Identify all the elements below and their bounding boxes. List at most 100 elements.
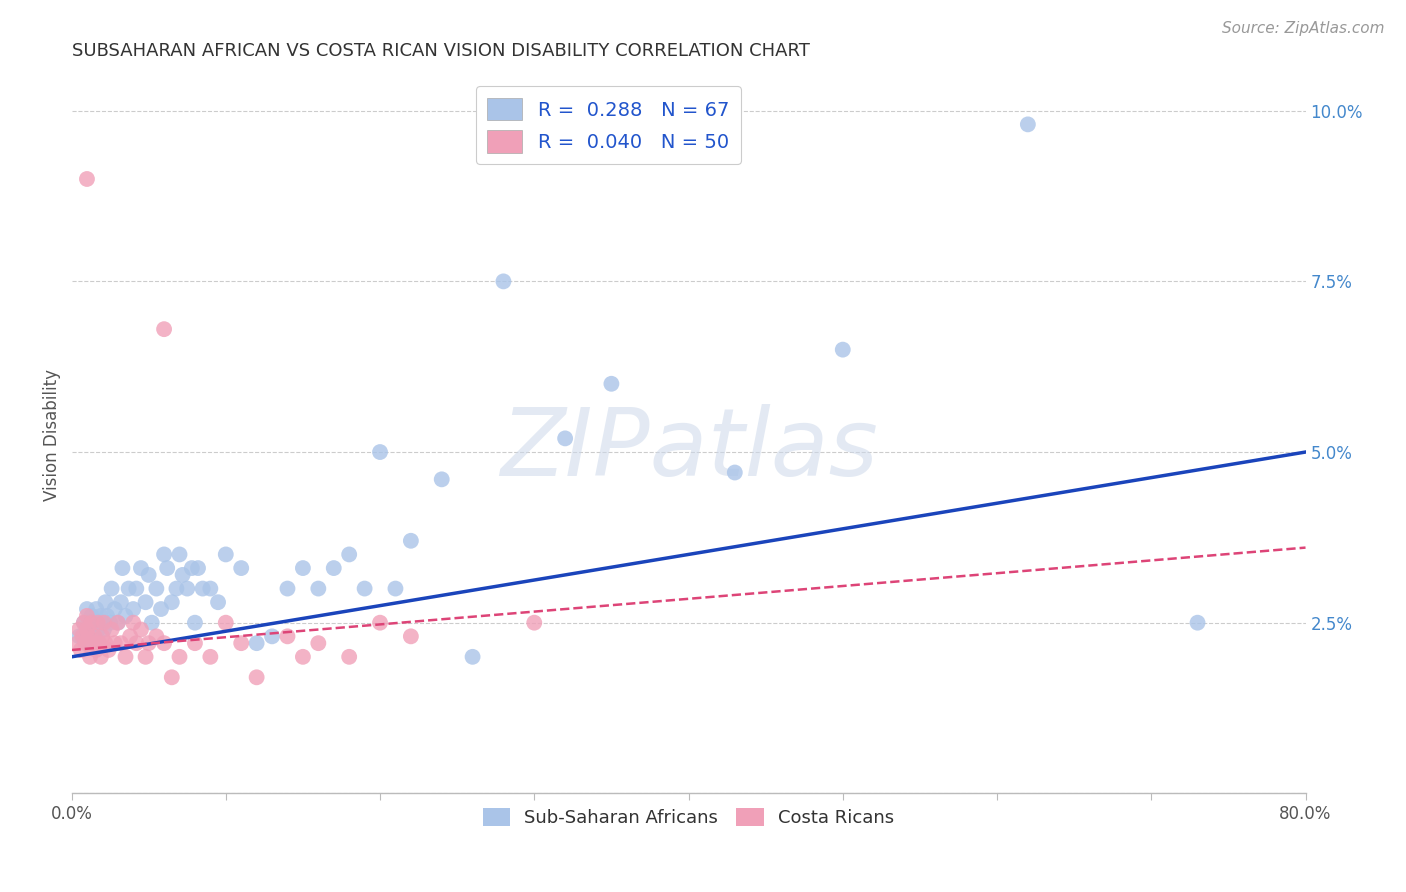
Point: [76, 636, 98, 650]
Point: [107, 615, 129, 630]
Point: [80, 608, 103, 623]
Point: [94, 636, 117, 650]
Point: [141, 615, 163, 630]
Point: [337, 649, 360, 664]
Point: [246, 636, 269, 650]
Point: [169, 548, 191, 562]
Point: [97, 643, 120, 657]
Point: [67, 623, 90, 637]
Point: [200, 649, 222, 664]
Point: [399, 629, 422, 643]
Point: [246, 670, 269, 684]
Point: [153, 636, 176, 650]
Point: [276, 582, 298, 596]
Point: [89, 636, 111, 650]
Point: [73, 615, 96, 630]
Point: [160, 595, 183, 609]
Text: SUBSAHARAN AFRICAN VS COSTA RICAN VISION DISABILITY CORRELATION CHART: SUBSAHARAN AFRICAN VS COSTA RICAN VISION…: [72, 42, 810, 60]
Point: [184, 636, 207, 650]
Point: [104, 602, 127, 616]
Point: [111, 561, 134, 575]
Point: [98, 615, 121, 630]
Point: [172, 568, 194, 582]
Point: [84, 602, 107, 616]
Point: [94, 595, 117, 609]
Point: [87, 615, 110, 630]
Point: [80, 615, 103, 630]
Point: [291, 649, 314, 664]
Point: [384, 582, 406, 596]
Point: [90, 649, 112, 664]
Point: [110, 636, 132, 650]
Point: [260, 629, 283, 643]
Point: [90, 608, 112, 623]
Point: [104, 636, 127, 650]
Point: [66, 636, 89, 650]
Point: [91, 615, 114, 630]
Point: [93, 623, 115, 637]
Point: [1187, 615, 1209, 630]
Point: [76, 172, 98, 186]
Point: [153, 548, 176, 562]
Point: [156, 561, 179, 575]
Point: [160, 670, 183, 684]
Point: [1017, 117, 1039, 131]
Text: Source: ZipAtlas.com: Source: ZipAtlas.com: [1222, 21, 1385, 36]
Point: [110, 595, 132, 609]
Point: [107, 615, 129, 630]
Point: [200, 582, 222, 596]
Point: [368, 615, 391, 630]
Point: [76, 602, 98, 616]
Point: [100, 623, 122, 637]
Point: [724, 466, 747, 480]
Point: [100, 582, 122, 596]
Point: [79, 623, 101, 637]
Point: [114, 649, 136, 664]
Point: [67, 629, 90, 643]
Point: [76, 623, 98, 637]
Point: [138, 636, 160, 650]
Point: [76, 608, 98, 623]
Point: [353, 582, 375, 596]
Point: [184, 615, 207, 630]
Point: [125, 636, 148, 650]
Point: [322, 561, 344, 575]
Point: [75, 636, 97, 650]
Point: [122, 615, 145, 630]
Point: [187, 561, 209, 575]
Point: [125, 582, 148, 596]
Point: [96, 608, 118, 623]
Point: [169, 649, 191, 664]
Point: [72, 629, 94, 643]
Point: [831, 343, 853, 357]
Point: [77, 629, 100, 643]
Point: [79, 649, 101, 664]
Point: [307, 636, 329, 650]
Y-axis label: Vision Disability: Vision Disability: [44, 369, 60, 501]
Point: [83, 629, 105, 643]
Point: [117, 582, 139, 596]
Point: [461, 649, 484, 664]
Point: [368, 445, 391, 459]
Point: [145, 629, 167, 643]
Point: [291, 561, 314, 575]
Point: [554, 431, 576, 445]
Point: [276, 629, 298, 643]
Point: [600, 376, 623, 391]
Point: [523, 615, 546, 630]
Point: [93, 615, 115, 630]
Point: [84, 643, 107, 657]
Point: [231, 561, 253, 575]
Point: [135, 595, 157, 609]
Point: [91, 629, 114, 643]
Point: [82, 615, 104, 630]
Point: [129, 561, 152, 575]
Point: [231, 636, 253, 650]
Point: [145, 582, 167, 596]
Point: [215, 548, 238, 562]
Point: [215, 615, 238, 630]
Point: [207, 595, 229, 609]
Point: [153, 322, 176, 336]
Point: [114, 608, 136, 623]
Point: [138, 568, 160, 582]
